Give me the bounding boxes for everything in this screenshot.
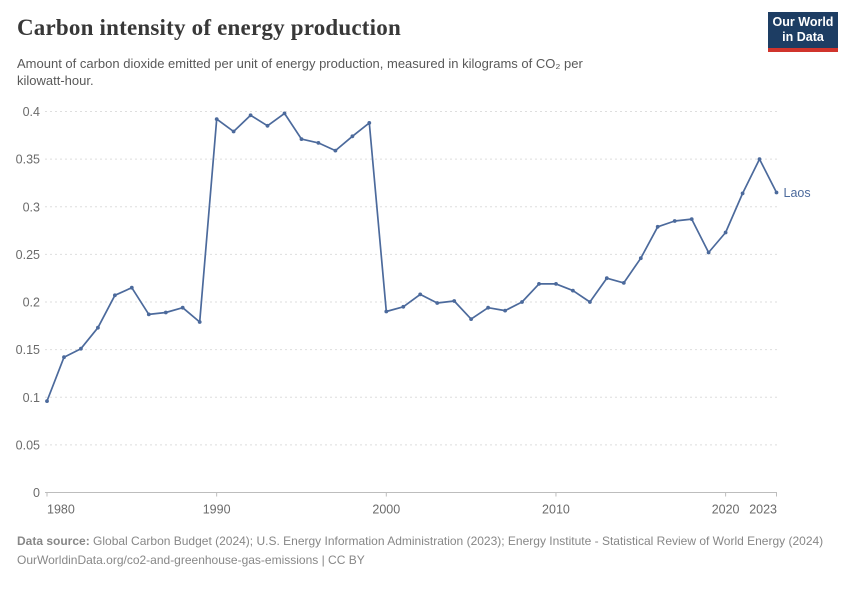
x-axis-tick-label: 1990 <box>203 503 231 517</box>
data-point <box>163 310 168 315</box>
x-axis-tick-label: 2010 <box>542 503 570 517</box>
x-axis-tick-label: 1980 <box>47 503 75 517</box>
data-point <box>265 123 270 128</box>
data-point <box>486 305 490 310</box>
data-point <box>452 299 457 303</box>
x-axis-tick-label: 2020 <box>712 503 740 517</box>
data-point <box>588 300 592 304</box>
data-point <box>435 301 440 305</box>
data-source-text: Global Carbon Budget (2024); U.S. Energy… <box>89 534 824 548</box>
data-point <box>62 355 66 360</box>
data-point <box>537 282 541 286</box>
y-axis-tick-label: 0.15 <box>16 343 40 357</box>
series-label-laos: Laos <box>784 186 811 200</box>
y-axis-tick-label: 0.1 <box>23 391 40 405</box>
data-point <box>571 288 575 293</box>
y-axis-tick-label: 0.4 <box>23 105 40 119</box>
data-point <box>638 256 643 261</box>
data-point <box>740 191 745 196</box>
data-point <box>214 117 219 121</box>
y-axis-tick-label: 0.2 <box>23 296 40 310</box>
data-point <box>282 111 287 116</box>
data-point <box>180 305 185 310</box>
license-line: OurWorldinData.org/co2-and-greenhouse-ga… <box>17 553 365 567</box>
page-title: Carbon intensity of energy production <box>17 15 401 40</box>
data-point <box>350 134 355 139</box>
data-point <box>706 250 711 255</box>
data-point <box>96 325 100 330</box>
data-point <box>723 230 728 235</box>
data-point <box>197 320 202 324</box>
data-point <box>503 308 507 313</box>
chart-footer: Data source: Global Carbon Budget (2024)… <box>17 532 833 570</box>
data-point <box>316 141 321 145</box>
data-point <box>45 399 49 403</box>
data-point <box>469 317 473 321</box>
data-point <box>299 137 304 142</box>
data-point <box>129 285 134 290</box>
data-point <box>113 293 117 298</box>
data-point <box>146 312 151 317</box>
data-point <box>672 219 677 223</box>
data-point <box>655 224 660 229</box>
data-point <box>554 282 558 286</box>
data-point <box>418 292 423 297</box>
data-point <box>689 217 694 222</box>
owid-logo-line1: Our World <box>772 15 834 29</box>
chart-subtitle-line1: Amount of carbon dioxide emitted per uni… <box>17 56 583 71</box>
y-axis-tick-label: 0 <box>33 486 40 500</box>
data-point <box>333 148 338 153</box>
data-point <box>401 304 406 309</box>
data-point <box>79 346 83 351</box>
data-point <box>384 309 389 314</box>
owid-logo-line2: in Data <box>782 30 824 44</box>
x-axis-tick-label: 2023 <box>749 503 777 517</box>
y-axis-tick-label: 0.25 <box>16 248 40 262</box>
chart-header: Carbon intensity of energy production Am… <box>17 13 757 89</box>
data-point <box>757 157 762 162</box>
data-source-label: Data source: <box>17 534 90 548</box>
chart-subtitle-line2: kilowatt-hour. <box>17 73 94 88</box>
data-point <box>520 300 524 304</box>
owid-logo: Our World in Data <box>768 12 838 52</box>
x-axis-tick-label: 2000 <box>372 503 400 517</box>
data-source-line: Data source: Global Carbon Budget (2024)… <box>17 532 833 551</box>
y-axis-tick-label: 0.05 <box>16 438 40 452</box>
data-point <box>248 113 253 118</box>
data-point <box>231 129 236 134</box>
data-point <box>621 281 626 285</box>
data-point <box>604 276 609 281</box>
y-axis-tick-label: 0.35 <box>16 153 40 167</box>
chart-subtitle: Amount of carbon dioxide emitted per uni… <box>17 55 757 89</box>
laos-data-line <box>46 112 778 402</box>
y-axis-tick-label: 0.3 <box>23 200 40 214</box>
data-point <box>367 121 372 125</box>
data-point <box>774 190 779 195</box>
